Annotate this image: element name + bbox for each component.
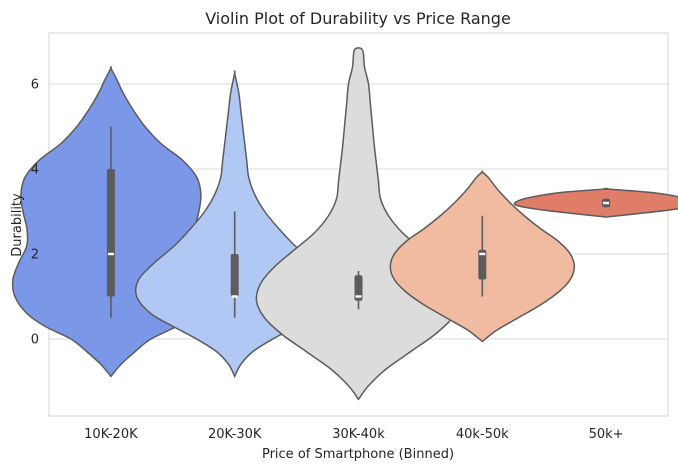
y-tick-label: 0 [31, 333, 39, 348]
chart-title: Violin Plot of Durability vs Price Range [205, 9, 511, 28]
x-tick-label: 10K-20K [84, 427, 138, 442]
violin-median [355, 295, 362, 298]
x-tick-label: 30K-40k [332, 427, 385, 442]
violin-50k+ [513, 187, 678, 218]
violin-iqr-box [230, 254, 239, 297]
x-tick-label: 40k-50k [456, 427, 509, 442]
x-axis-title: Price of Smartphone (Binned) [262, 447, 454, 462]
x-tick-label: 20K-30K [208, 427, 262, 442]
y-axis-title: Durability [10, 193, 25, 257]
violin-median [479, 252, 486, 256]
violin-median [603, 201, 610, 205]
violin-iqr-box [478, 249, 487, 280]
x-tick-label: 50k+ [589, 427, 624, 442]
y-tick-label: 2 [31, 248, 39, 263]
violin-median [107, 252, 114, 256]
violin-40k-50k [389, 170, 576, 343]
tick-labels: 0 2 4 6 10K-20K 20K-30K 30K-40k 40k-50k 50k+ [31, 78, 624, 443]
violin-iqr-box [106, 169, 115, 297]
y-tick-label: 6 [31, 78, 39, 93]
violin-iqr-box [354, 275, 363, 301]
violins [11, 47, 678, 401]
violin-median [231, 295, 238, 298]
y-tick-label: 4 [31, 163, 39, 178]
violin-body [513, 187, 678, 218]
